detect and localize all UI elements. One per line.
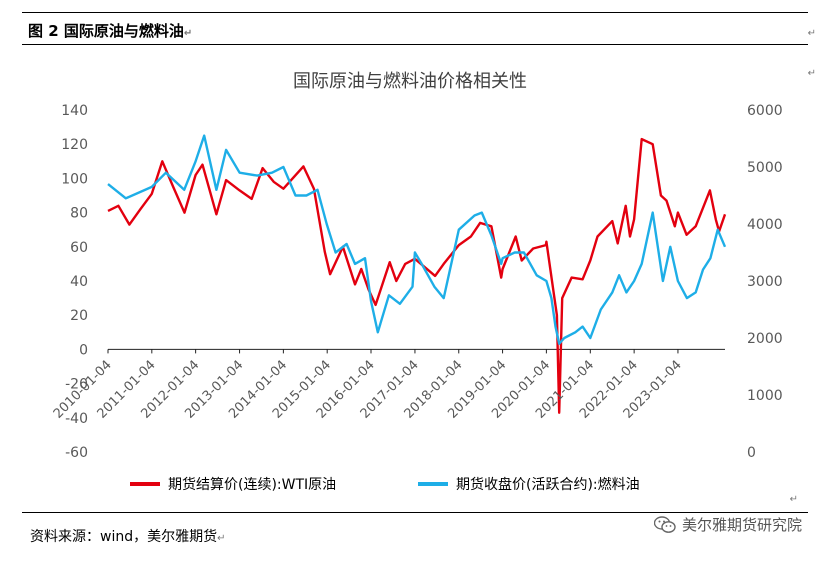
y-left-tick-label: -40: [65, 411, 88, 427]
legend-item-fuel-oil: 期货收盘价(活跃合约):燃料油: [418, 474, 640, 494]
y-right-tick-label: 2000: [747, 331, 783, 347]
y-left-tick-label: 80: [70, 206, 88, 222]
source-text: 资料来源：wind，美尔雅期货: [30, 529, 218, 545]
y-left-tick-label: 120: [61, 137, 88, 153]
legend-item-wti: 期货结算价(连续):WTI原油: [130, 474, 336, 494]
return-mark: ↵: [789, 494, 798, 505]
bottom-rule: [22, 512, 808, 513]
chart-title: 国际原油与燃料油价格相关性: [293, 71, 527, 92]
title-rule: [22, 44, 808, 45]
y-left-tick-label: 40: [70, 274, 88, 290]
x-axis-ticks: 2010-01-042011-01-042012-01-042013-01-04…: [51, 349, 685, 422]
wechat-icon: [653, 515, 676, 533]
return-mark: ↵: [807, 28, 816, 39]
y-left-tick-label: 20: [70, 308, 88, 324]
y-right-tick-label: 1000: [747, 388, 783, 404]
y-left-tick-label: 0: [79, 342, 88, 358]
legend-swatch-wti: [130, 482, 160, 486]
chart-axes: 140 120 100 80 60 40 20 0 -20 -40 -60 6000 5000 4000 3…: [61, 103, 782, 461]
y-right-tick-label: 3000: [747, 274, 783, 290]
series-line-wti: [107, 137, 727, 414]
y-left-tick-label: -20: [65, 377, 88, 393]
watermark-text: 美尔雅期货研究院: [681, 516, 802, 534]
return-mark: ↵: [183, 28, 193, 39]
legend-label-fuel-oil: 期货收盘价(活跃合约):燃料油: [456, 477, 640, 493]
y-left-tick-label: 60: [70, 240, 88, 256]
return-mark: ↵: [807, 68, 816, 79]
y-right-tick-label: 4000: [747, 217, 783, 233]
source-note: 资料来源：wind，美尔雅期货↵: [30, 526, 226, 546]
y-left-tick-label: 100: [61, 171, 88, 187]
legend-swatch-fuel-oil: [418, 482, 448, 486]
figure-title-text: 图 2 国际原油与燃料油: [28, 22, 184, 40]
return-mark: ↵: [217, 533, 226, 544]
y-left-tick-label: 140: [61, 103, 88, 119]
y-right-tick-label: 6000: [747, 103, 783, 119]
top-rule: [22, 12, 808, 13]
watermark: 美尔雅期货研究院: [653, 514, 802, 535]
y-right-tick-label: 5000: [747, 160, 783, 176]
legend-label-wti: 期货结算价(连续):WTI原油: [168, 477, 337, 493]
y-left-tick-label: -60: [65, 445, 88, 461]
y-right-tick-label: 0: [747, 445, 756, 461]
figure-title: 图 2 国际原油与燃料油↵: [28, 20, 192, 41]
chart-series: [107, 134, 727, 414]
series-line-fuel-oil: [107, 134, 727, 345]
